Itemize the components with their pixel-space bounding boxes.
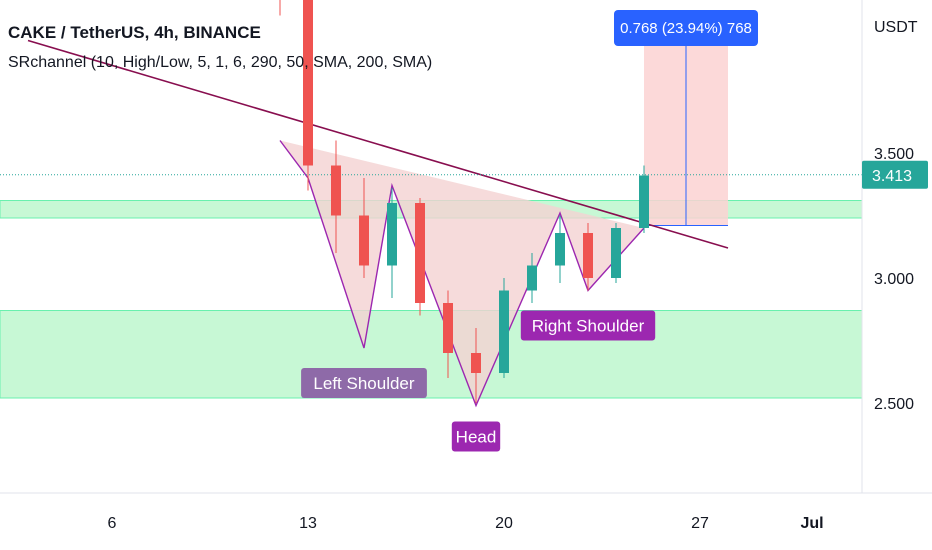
candle-body-4 xyxy=(331,165,341,216)
candle-body-11 xyxy=(527,265,537,291)
unit-label: USDT xyxy=(874,19,918,36)
candle-body-7 xyxy=(415,203,425,303)
candle-body-6 xyxy=(387,203,397,266)
y-tick-label-2: 2.500 xyxy=(874,396,914,413)
target-label: 0.768 (23.94%) 768 xyxy=(620,20,752,37)
lines-layer xyxy=(0,39,862,249)
y-tick-label-1: 3.000 xyxy=(874,271,914,288)
x-tick-label-1: 13 xyxy=(299,515,317,532)
candle-body-14 xyxy=(611,228,621,278)
candle-body-13 xyxy=(583,233,593,278)
candle-body-5 xyxy=(359,215,369,266)
neckline-line xyxy=(27,39,729,249)
x-tick-label-4: Jul xyxy=(800,515,823,532)
zones-layer xyxy=(0,200,863,399)
label-box-0 xyxy=(301,368,427,398)
last-price-tag xyxy=(862,160,928,189)
candle-body-9 xyxy=(471,353,481,373)
candles-layer xyxy=(279,0,649,403)
price-axis-bg xyxy=(862,0,932,550)
pattern-label-1: Head xyxy=(456,428,497,447)
labels-layer: Left Shoulder Head Right Shoulder 0.768 (23… xyxy=(301,10,758,452)
candle-body-8 xyxy=(443,303,453,353)
target-label-box xyxy=(614,10,758,46)
time-axis-bg xyxy=(0,493,932,550)
pattern-label-0: Left Shoulder xyxy=(313,374,414,393)
pattern-label-2: Right Shoulder xyxy=(532,317,645,336)
candle-body-15 xyxy=(639,175,649,228)
candle-body-3 xyxy=(303,0,313,166)
x-tick-label-2: 20 xyxy=(495,515,513,532)
last-price-label: 3.413 xyxy=(872,168,912,185)
candle-body-12 xyxy=(555,233,565,266)
label-box-1 xyxy=(451,421,501,452)
candle-body-10 xyxy=(499,290,509,373)
pattern-fill xyxy=(280,140,644,406)
y-tick-label-0: 3.500 xyxy=(874,146,914,163)
target-layer xyxy=(644,33,728,226)
x-tick-label-0: 6 xyxy=(108,515,117,532)
x-tick-label-3: 27 xyxy=(691,515,709,532)
label-box-2 xyxy=(520,310,656,341)
sr-zone-1 xyxy=(0,310,863,399)
